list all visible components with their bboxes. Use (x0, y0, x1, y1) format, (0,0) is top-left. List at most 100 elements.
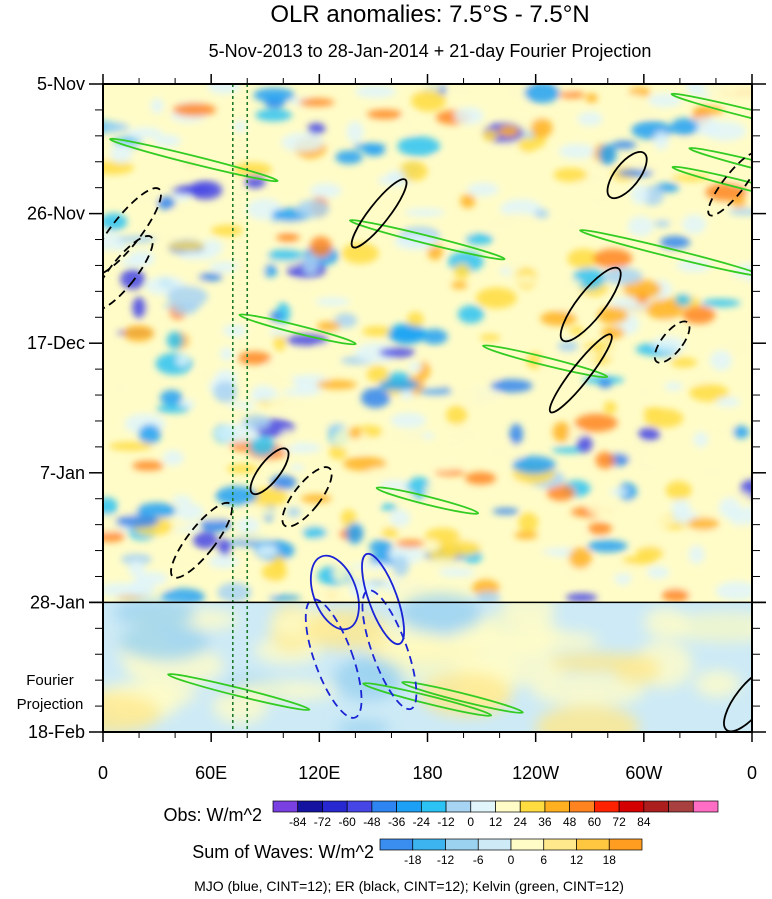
mjo-contour (361, 552, 405, 646)
olr-field-cell (256, 544, 278, 558)
olr-field-cell (587, 540, 628, 553)
olr-field-cell (220, 346, 234, 361)
olr-field-cell (138, 424, 161, 445)
colorbar-tick-label: -12 (437, 853, 455, 867)
olr-field-cell (454, 107, 484, 125)
olr-field-cell (720, 337, 752, 357)
olr-field-cell (700, 298, 741, 308)
olr-field-cell (643, 407, 663, 415)
olr-field-cell (629, 382, 657, 402)
olr-field-cell (552, 421, 571, 443)
chart-title: OLR anomalies: 7.5°S - 7.5°N (270, 1, 589, 28)
kelvin-contour (109, 137, 279, 183)
olr-field-cell (253, 87, 295, 103)
olr-field-cell (648, 93, 682, 108)
olr-field-cell (302, 526, 328, 539)
projection-field-cell (500, 630, 600, 652)
olr-field-cell (593, 248, 633, 269)
olr-field-cell (653, 219, 671, 228)
olr-field-cell (217, 538, 233, 556)
olr-field-cell (222, 324, 247, 338)
olr-field-cell (577, 111, 603, 127)
olr-field-cell (369, 539, 393, 555)
olr-field-cell (492, 508, 520, 515)
olr-field-cell (103, 530, 125, 543)
obs-colorbar-swatch (396, 800, 422, 813)
olr-field-cell (103, 497, 118, 516)
olr-field-cell (682, 214, 707, 234)
olr-field-cell (553, 167, 588, 182)
er-contour (548, 333, 613, 414)
olr-field-cell (693, 431, 709, 448)
olr-field-cell (160, 389, 183, 406)
olr-field-cell (540, 311, 577, 326)
olr-field-cell (597, 306, 629, 325)
olr-field-cell (366, 365, 389, 383)
kelvin-contour (401, 680, 524, 714)
olr-field-cell (172, 103, 216, 117)
olr-field-cell (316, 379, 357, 390)
contour-legend: MJO (blue, CINT=12); ER (black, CINT=12)… (194, 878, 624, 894)
olr-field-cell (509, 484, 538, 493)
olr-field-cell (565, 593, 598, 603)
olr-field-cell (378, 347, 416, 358)
projection-field-cell (376, 636, 481, 682)
olr-field-cell (397, 136, 441, 157)
olr-field-cell (671, 139, 705, 154)
olr-field-cell (518, 512, 539, 533)
colorbar-tick-label: 84 (637, 815, 651, 829)
olr-field-cell (400, 388, 414, 400)
olr-field-cell (664, 382, 683, 391)
olr-field-cell (490, 379, 533, 393)
olr-field-cell (686, 84, 705, 97)
olr-field-cell (268, 393, 309, 415)
colorbar-tick-label: 12 (489, 815, 503, 829)
waves-colorbar-swatch (510, 838, 545, 851)
olr-field-cell (646, 566, 670, 579)
colorbar-tick-label: -48 (363, 815, 381, 829)
olr-field-cell (381, 527, 399, 538)
olr-field-cell (475, 287, 517, 309)
olr-field-cell (380, 503, 397, 511)
olr-field-cell (596, 564, 638, 575)
colorbar-tick-label: -6 (473, 853, 484, 867)
olr-field-cell (512, 456, 556, 475)
olr-field-cell (209, 406, 253, 426)
olr-field-cell (119, 191, 162, 203)
olr-field-cell (354, 342, 398, 363)
olr-field-cell (567, 248, 600, 269)
colorbar-tick-label: 6 (540, 853, 547, 867)
x-tick-label: 60W (625, 763, 662, 783)
olr-field-cell (108, 377, 133, 397)
olr-field-cell (423, 452, 464, 472)
olr-field-cell (636, 546, 664, 560)
olr-field-cell (586, 498, 620, 517)
obs-colorbar-swatch (272, 800, 299, 813)
olr-field-cell (378, 379, 420, 391)
olr-field-cell (235, 517, 260, 534)
waves-colorbar-swatch (543, 838, 577, 851)
olr-field-cell (142, 104, 171, 125)
olr-field-cell (611, 140, 637, 149)
olr-field-cell (444, 424, 483, 445)
olr-field-cell (390, 412, 427, 429)
olr-field-cell (233, 265, 267, 274)
kelvin-contour (362, 682, 493, 717)
olr-field-cell (226, 464, 259, 474)
olr-field-cell (730, 253, 752, 261)
colorbar-tick-label: -72 (314, 815, 332, 829)
olr-field-cell (341, 242, 379, 264)
olr-field-cell (103, 122, 130, 133)
olr-field-cell (210, 224, 244, 237)
obs-colorbar-swatch (668, 800, 694, 813)
olr-field-cell (453, 263, 471, 280)
olr-field-cell (418, 388, 453, 396)
olr-field-cell (497, 125, 520, 138)
olr-field-cell (174, 503, 204, 521)
olr-field-cell (420, 539, 440, 553)
olr-field-cell (707, 423, 735, 439)
olr-field-cell (309, 236, 332, 258)
olr-field-cell (497, 239, 515, 255)
colorbar-tick-label: 48 (563, 815, 577, 829)
olr-field-cell (103, 582, 143, 598)
